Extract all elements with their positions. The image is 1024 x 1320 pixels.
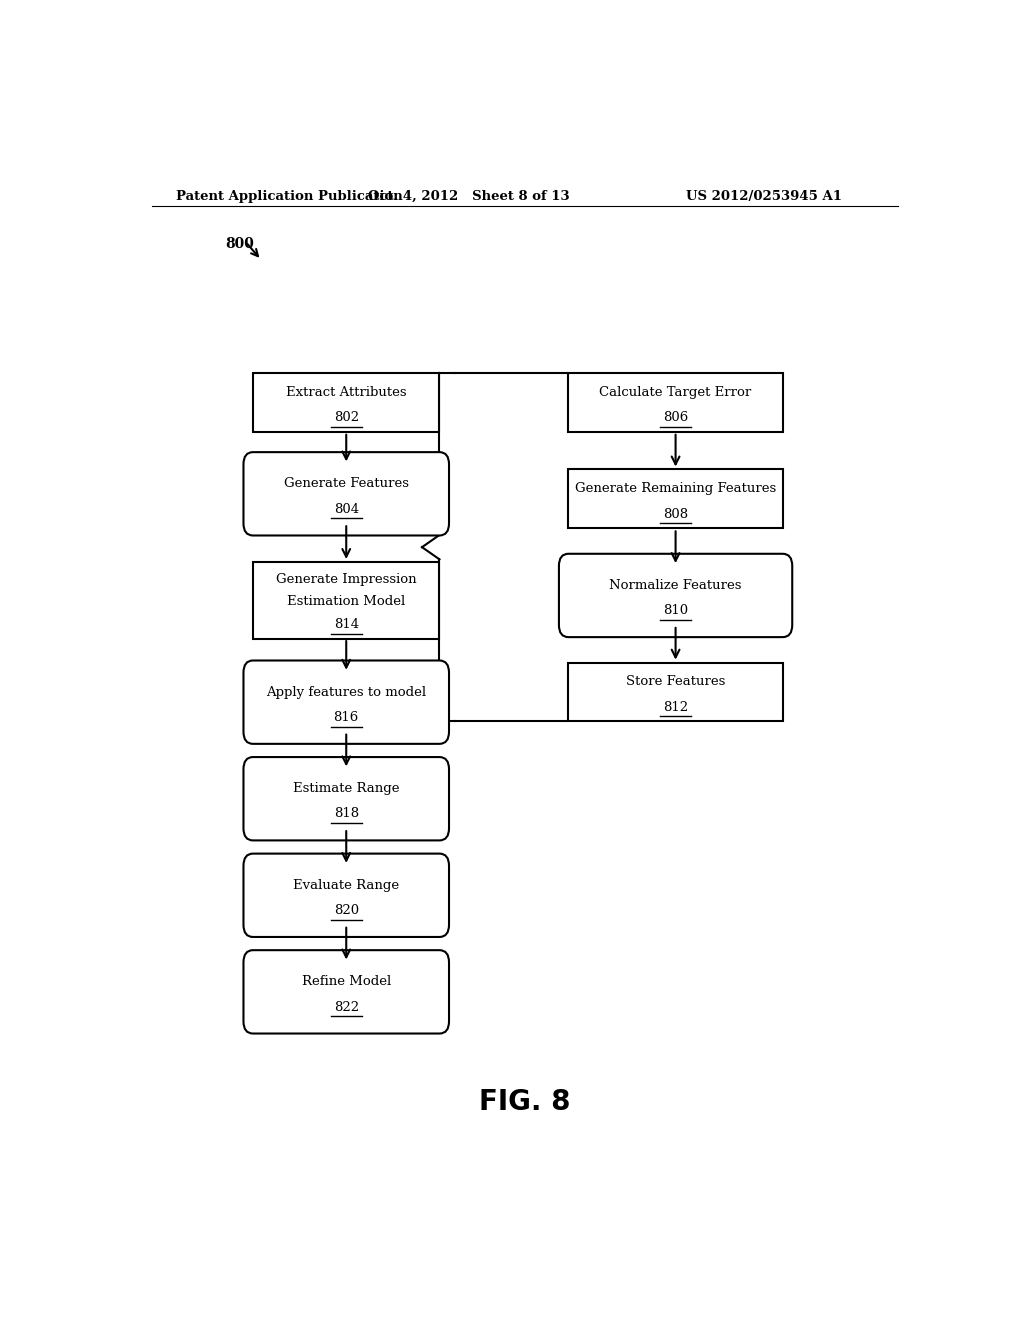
Text: Generate Features: Generate Features <box>284 477 409 490</box>
Text: 808: 808 <box>663 508 688 520</box>
FancyBboxPatch shape <box>568 470 782 528</box>
Text: Patent Application Publication: Patent Application Publication <box>176 190 402 202</box>
Text: 814: 814 <box>334 618 358 631</box>
Text: Generate Remaining Features: Generate Remaining Features <box>574 482 776 495</box>
FancyBboxPatch shape <box>568 372 782 432</box>
Text: US 2012/0253945 A1: US 2012/0253945 A1 <box>686 190 842 202</box>
Text: 806: 806 <box>663 411 688 424</box>
Text: Refine Model: Refine Model <box>302 975 391 989</box>
Text: 800: 800 <box>225 236 254 251</box>
Text: 822: 822 <box>334 1001 358 1014</box>
Text: Evaluate Range: Evaluate Range <box>293 879 399 891</box>
Text: 810: 810 <box>663 605 688 618</box>
FancyBboxPatch shape <box>559 554 793 638</box>
Text: Estimation Model: Estimation Model <box>287 595 406 609</box>
FancyBboxPatch shape <box>244 453 449 536</box>
Text: Normalize Features: Normalize Features <box>609 578 741 591</box>
Text: 816: 816 <box>334 711 358 723</box>
Text: Extract Attributes: Extract Attributes <box>286 385 407 399</box>
Text: Apply features to model: Apply features to model <box>266 685 426 698</box>
Text: FIG. 8: FIG. 8 <box>479 1088 570 1115</box>
Text: Oct. 4, 2012   Sheet 8 of 13: Oct. 4, 2012 Sheet 8 of 13 <box>369 190 570 202</box>
Text: Calculate Target Error: Calculate Target Error <box>599 385 752 399</box>
Text: 812: 812 <box>663 701 688 714</box>
Text: Generate Impression: Generate Impression <box>275 573 417 586</box>
FancyBboxPatch shape <box>244 660 449 744</box>
Text: Store Features: Store Features <box>626 676 725 688</box>
Text: 818: 818 <box>334 808 358 821</box>
Text: 804: 804 <box>334 503 358 516</box>
FancyBboxPatch shape <box>253 562 439 639</box>
FancyBboxPatch shape <box>253 372 439 432</box>
FancyBboxPatch shape <box>244 854 449 937</box>
Text: 802: 802 <box>334 411 358 424</box>
FancyBboxPatch shape <box>568 663 782 722</box>
FancyBboxPatch shape <box>244 758 449 841</box>
FancyBboxPatch shape <box>244 950 449 1034</box>
Text: 820: 820 <box>334 904 358 917</box>
Text: Estimate Range: Estimate Range <box>293 781 399 795</box>
